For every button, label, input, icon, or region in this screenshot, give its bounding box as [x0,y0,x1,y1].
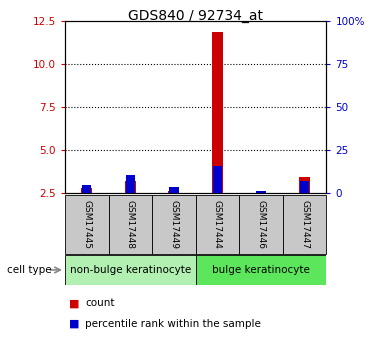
Bar [196,255,326,285]
Bar [65,255,196,285]
Text: GSM17446: GSM17446 [257,200,266,249]
Bar [213,167,222,193]
Text: cell type: cell type [7,265,52,275]
Text: non-bulge keratinocyte: non-bulge keratinocyte [70,265,191,275]
Bar [239,195,283,254]
Text: count: count [85,298,115,308]
Bar [299,177,310,193]
Bar [300,181,309,193]
Bar [109,195,152,254]
Text: GSM17445: GSM17445 [82,200,91,249]
Bar [81,188,92,193]
Bar [168,190,179,193]
Bar [125,181,136,193]
Bar [256,190,266,193]
Text: GSM17448: GSM17448 [126,200,135,249]
Text: GSM17447: GSM17447 [300,200,309,249]
Bar [152,195,196,254]
Bar [82,185,91,193]
Bar [196,195,239,254]
Bar [169,187,178,193]
Bar [283,195,326,254]
Text: percentile rank within the sample: percentile rank within the sample [85,319,261,329]
Text: GDS840 / 92734_at: GDS840 / 92734_at [128,9,263,23]
Text: ■: ■ [69,298,79,308]
Text: ■: ■ [69,319,79,329]
Bar [212,32,223,193]
Bar [65,195,109,254]
Text: bulge keratinocyte: bulge keratinocyte [212,265,310,275]
Text: GSM17449: GSM17449 [170,200,178,249]
Bar [126,175,135,193]
Text: GSM17444: GSM17444 [213,200,222,249]
